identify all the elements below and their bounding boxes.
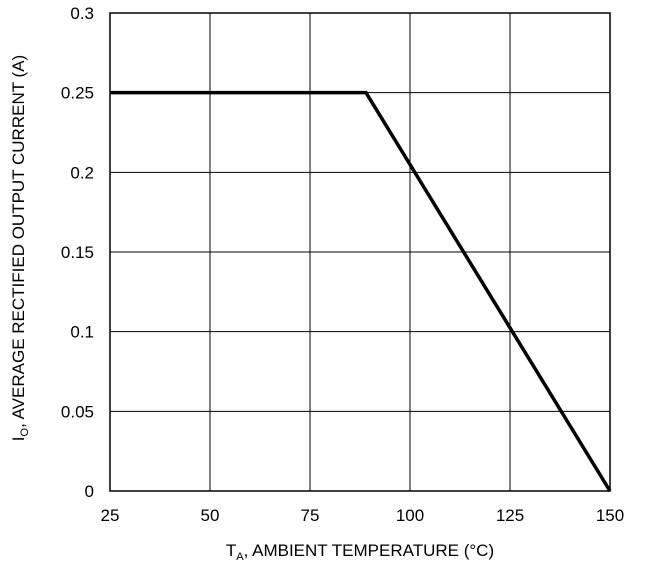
x-axis-title-sub: A bbox=[236, 551, 244, 563]
x-axis-title-rest: , AMBIENT TEMPERATURE (°C) bbox=[244, 541, 495, 560]
x-tick-label: 150 bbox=[596, 506, 624, 525]
y-tick-label: 0.3 bbox=[70, 4, 94, 23]
y-tick-label: 0 bbox=[85, 482, 94, 501]
x-tick-labels: 25 50 75 100 125 150 bbox=[101, 506, 625, 525]
x-axis-title: TA, AMBIENT TEMPERATURE (°C) bbox=[226, 541, 494, 563]
y-tick-label: 0.1 bbox=[70, 323, 94, 342]
y-tick-labels: 0 0.05 0.1 0.15 0.2 0.25 0.3 bbox=[61, 4, 94, 501]
grid-lines bbox=[109, 12, 611, 492]
y-axis-title-rest: , AVERAGE RECTIFIED OUTPUT CURRENT (A) bbox=[9, 55, 28, 428]
x-tick-label: 100 bbox=[396, 506, 424, 525]
x-axis-title-main: T bbox=[226, 541, 236, 560]
series-layer bbox=[110, 90, 612, 492]
y-axis-title: IO, AVERAGE RECTIFIED OUTPUT CURRENT (A) bbox=[9, 55, 31, 441]
x-tick-label: 125 bbox=[496, 506, 524, 525]
x-tick-label: 50 bbox=[201, 506, 220, 525]
x-tick-label: 75 bbox=[301, 506, 320, 525]
y-tick-label: 0.25 bbox=[61, 84, 94, 103]
y-tick-label: 0.2 bbox=[70, 163, 94, 182]
y-axis-title-sub: O bbox=[19, 427, 31, 436]
series-line bbox=[110, 90, 612, 492]
y-tick-label: 0.15 bbox=[61, 243, 94, 262]
y-tick-label: 0.05 bbox=[61, 402, 94, 421]
y-axis-title-main: I bbox=[9, 436, 28, 441]
x-tick-label: 25 bbox=[101, 506, 120, 525]
plot-frame bbox=[109, 12, 611, 492]
